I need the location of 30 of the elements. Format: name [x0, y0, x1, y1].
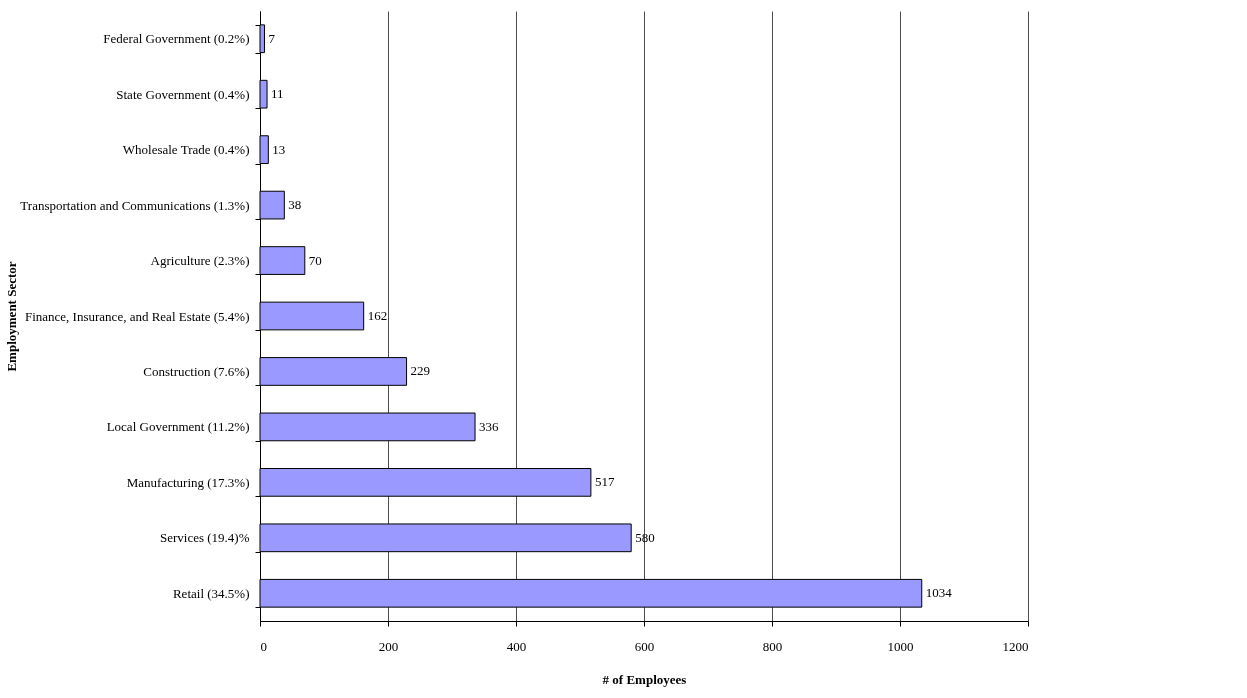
data-label: 162: [367, 308, 388, 323]
x-tick-label: 800: [762, 638, 783, 654]
x-tick-label: 200: [378, 638, 399, 654]
data-label: 13: [272, 141, 286, 157]
y-tick-label: Agriculture (2.3%): [150, 253, 250, 269]
data-label: 336: [479, 418, 500, 434]
y-tick-label: Manufacturing (17.3%): [126, 474, 250, 490]
y-tick-label: Construction (7.6%): [143, 363, 250, 379]
data-label: 229: [410, 363, 431, 379]
y-tick-label: Wholesale Trade (0.4%): [122, 142, 250, 158]
y-tick-label: Services (19.4)%: [159, 530, 250, 546]
data-label: 38: [288, 197, 302, 213]
y-tick-label: Federal Government (0.2%): [103, 31, 250, 47]
x-axis-title: # of Employees: [602, 671, 687, 687]
y-axis-title: Employment Sector: [3, 261, 19, 372]
y-tick-label: Retail (34.5%): [172, 585, 250, 601]
data-label: 517: [594, 474, 615, 490]
data-label: 11: [271, 86, 284, 102]
data-label: 70: [308, 252, 322, 268]
y-tick-label: Transportation and Communications (1.3%): [20, 197, 250, 213]
x-tick-label: 1200: [1002, 638, 1029, 654]
y-tick-label: State Government (0.4%): [116, 86, 250, 102]
x-tick-label: 0: [260, 638, 267, 654]
y-tick-label: Local Government (11.2%): [106, 419, 250, 435]
x-tick-label: 600: [634, 638, 655, 654]
x-tick-label: 1000: [887, 638, 914, 654]
data-label: 7: [268, 30, 276, 46]
x-tick-label: 400: [506, 638, 527, 654]
y-tick-label: Finance, Insurance, and Real Estate (5.4%): [24, 308, 250, 324]
data-label: 1034: [925, 585, 953, 601]
